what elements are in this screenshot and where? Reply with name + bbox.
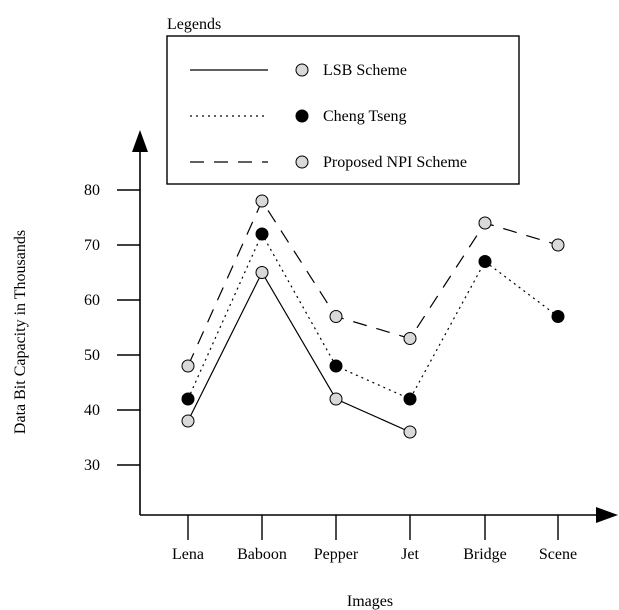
legend-label: Cheng Tseng [323, 108, 406, 125]
data-point [403, 425, 417, 439]
series-line [187, 232, 559, 400]
data-point [478, 216, 492, 230]
data-point [181, 414, 195, 428]
data-point [181, 392, 195, 406]
y-tick-label: 50 [84, 347, 100, 364]
data-point [329, 392, 343, 406]
legend-label: LSB Scheme [323, 62, 407, 79]
y-tick-label: 40 [84, 402, 100, 419]
data-point [403, 392, 417, 406]
x-tick-label: Scene [539, 546, 577, 563]
legend: Legends LSB Scheme Cheng Tseng Proposed NP… [166, 16, 520, 185]
series-line [187, 271, 411, 433]
legend-title: Legends [167, 16, 221, 33]
series-points [181, 194, 565, 439]
legend-marker [295, 155, 309, 169]
data-point [255, 227, 269, 241]
y-ticks: 30 40 50 60 70 80 [84, 182, 140, 474]
x-tick-label: Pepper [314, 546, 359, 563]
y-axis-arrow [132, 130, 148, 152]
data-point [478, 255, 492, 268]
y-tick-label: 30 [84, 457, 100, 474]
x-axis-label: Images [347, 593, 393, 610]
x-tick-label: Lena [172, 546, 204, 563]
legend-marker [295, 109, 309, 123]
x-axis-arrow [596, 507, 618, 523]
data-point [403, 332, 417, 345]
data-point [181, 359, 195, 373]
data-point [255, 266, 269, 279]
data-point [255, 194, 269, 208]
x-tick-label: Baboon [237, 546, 287, 563]
x-tick-label: Bridge [463, 546, 507, 563]
y-tick-label: 80 [84, 182, 100, 199]
series-lines [187, 199, 559, 433]
data-point [551, 238, 565, 252]
series-line [187, 199, 559, 367]
legend-marker [295, 63, 309, 77]
y-tick-label: 70 [84, 237, 100, 254]
data-point [329, 359, 343, 373]
y-tick-label: 60 [84, 292, 100, 309]
data-point [551, 310, 565, 323]
legend-box [166, 35, 520, 185]
x-ticks: Lena Baboon Pepper Jet Bridge Scene [172, 515, 577, 563]
data-point [329, 310, 343, 323]
legend-label: Proposed NPI Scheme [323, 154, 467, 171]
x-tick-label: Jet [401, 546, 419, 563]
y-axis-label: Data Bit Capacity in Thousands [12, 230, 29, 434]
